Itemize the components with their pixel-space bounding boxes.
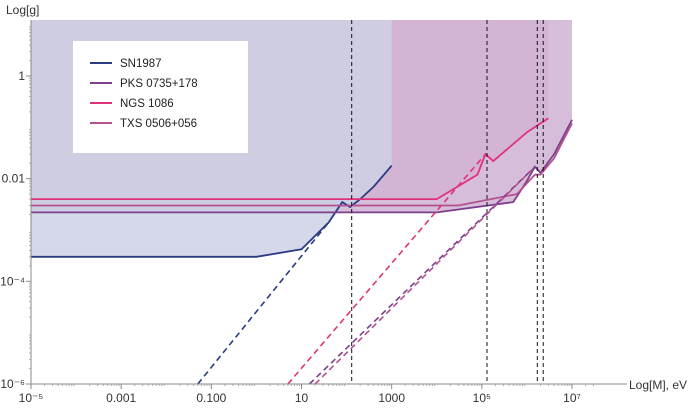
- curve-pks-0735-178: [31, 119, 573, 214]
- dashed-line-ngs-1086: [287, 153, 487, 385]
- x-ticks: 10⁻⁵ 0.001 0.100 10 1000 10⁵ 10⁷: [19, 384, 595, 405]
- x-tick-label: 10⁻⁵: [19, 391, 44, 405]
- legend: SN1987 PKS 0735+178 NGS 1086 TXS 0506+056: [73, 41, 248, 153]
- x-tick-label: 1000: [378, 391, 405, 405]
- x-tick-label: 0.001: [106, 391, 136, 405]
- dashed-line-txs-0506-056: [314, 169, 533, 385]
- x-tick-label: 0.100: [196, 391, 226, 405]
- legend-label-sn1987: SN1987: [120, 58, 162, 70]
- legend-label-pks-0735-178: PKS 0735+178: [120, 78, 198, 90]
- vertical-markers: [351, 20, 544, 384]
- x-tick-label: 10: [295, 391, 309, 405]
- y-tick-label: 10⁻⁶: [0, 377, 25, 391]
- y-axis-label: Log[g]: [6, 3, 39, 17]
- curve-sn1987: [31, 165, 393, 258]
- extrapolation-lines: [197, 153, 536, 385]
- legend-label-ngs-1086: NGS 1086: [120, 98, 174, 110]
- y-tick-label: 1: [18, 69, 25, 83]
- limit-curves: [31, 117, 573, 258]
- dashed-line-pks-0735-178: [308, 166, 536, 385]
- legend-box: [73, 41, 248, 153]
- y-tick-label: 10⁻⁴: [0, 274, 25, 288]
- y-tick-label: 0.01: [2, 172, 26, 186]
- legend-label-txs-0506-056: TXS 0506+056: [120, 118, 197, 130]
- curve-txs-0506-056: [31, 122, 573, 207]
- x-axis-label: Log[M], eV: [629, 378, 687, 392]
- x-tick-label: 10⁵: [473, 391, 491, 405]
- x-tick-label: 10⁷: [563, 391, 581, 405]
- y-ticks: 10⁻⁶ 10⁻⁴ 0.01 1: [0, 26, 31, 391]
- dashed-line-sn1987: [197, 221, 330, 385]
